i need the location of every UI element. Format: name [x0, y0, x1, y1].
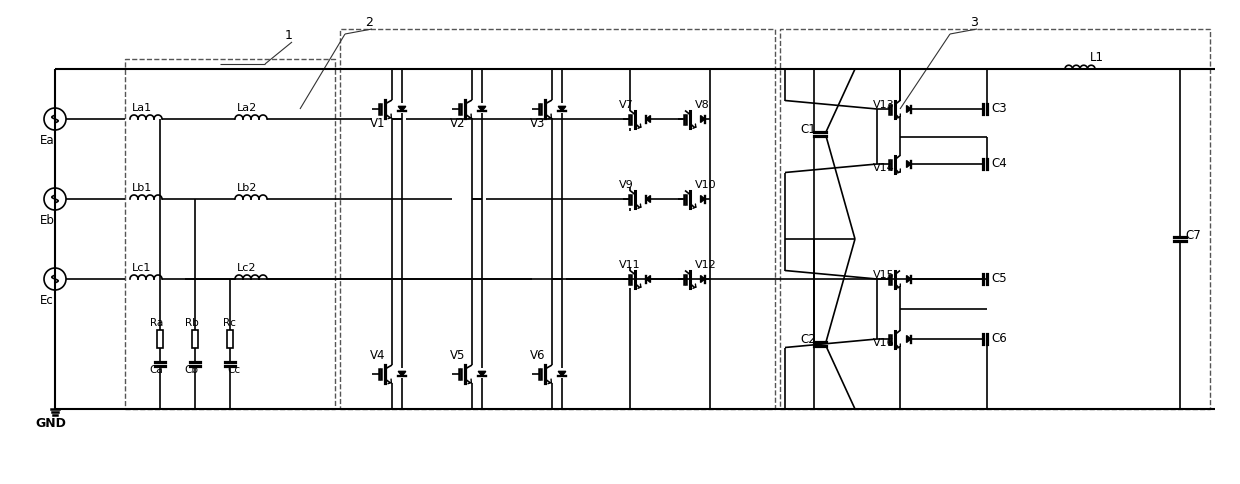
Text: V7: V7	[619, 100, 634, 110]
Text: Lc1: Lc1	[131, 263, 151, 273]
Text: L1: L1	[1090, 51, 1104, 64]
Polygon shape	[479, 371, 486, 376]
Polygon shape	[558, 371, 565, 376]
Polygon shape	[479, 106, 486, 111]
Text: GND: GND	[35, 417, 66, 430]
Text: Lc2: Lc2	[237, 263, 257, 273]
Polygon shape	[701, 116, 704, 122]
Text: Eb: Eb	[40, 214, 55, 227]
Polygon shape	[906, 335, 911, 343]
Text: V13: V13	[873, 100, 894, 110]
Text: Ca: Ca	[149, 365, 162, 375]
Text: V1: V1	[370, 117, 386, 130]
Text: Lb2: Lb2	[237, 183, 258, 193]
Bar	[780, 29, 1210, 409]
Text: V11: V11	[619, 260, 641, 270]
Text: V4: V4	[370, 349, 386, 362]
Text: C7: C7	[1185, 229, 1200, 242]
Text: C3: C3	[991, 102, 1007, 115]
Text: Ra: Ra	[150, 318, 164, 328]
Text: C4: C4	[991, 157, 1007, 170]
Polygon shape	[646, 275, 651, 283]
Bar	[192, 330, 198, 348]
Text: V6: V6	[529, 349, 546, 362]
Text: Ea: Ea	[40, 134, 55, 147]
Text: V10: V10	[694, 180, 717, 190]
Text: Ec: Ec	[40, 294, 53, 307]
Polygon shape	[701, 275, 704, 283]
Text: C6: C6	[991, 332, 1007, 345]
Text: La1: La1	[131, 103, 153, 113]
Text: Cc: Cc	[227, 365, 241, 375]
Text: V3: V3	[529, 117, 546, 130]
Text: V16: V16	[873, 338, 894, 348]
Text: V15: V15	[873, 270, 894, 280]
Polygon shape	[646, 116, 651, 122]
Text: La2: La2	[237, 103, 257, 113]
Bar	[157, 330, 162, 348]
Text: V12: V12	[694, 260, 717, 270]
Text: V8: V8	[694, 100, 709, 110]
Text: C5: C5	[991, 272, 1007, 285]
Text: 2: 2	[365, 16, 373, 29]
Polygon shape	[398, 106, 405, 111]
Text: V2: V2	[450, 117, 465, 130]
Text: 1: 1	[285, 29, 293, 42]
Polygon shape	[906, 106, 911, 112]
Text: Cb: Cb	[184, 365, 198, 375]
Text: C2: C2	[800, 333, 816, 346]
Bar	[340, 29, 775, 409]
Text: V5: V5	[450, 349, 465, 362]
Text: V9: V9	[619, 180, 634, 190]
Polygon shape	[906, 275, 911, 283]
Polygon shape	[701, 196, 704, 202]
Text: C1: C1	[800, 123, 816, 136]
Text: Lb1: Lb1	[131, 183, 153, 193]
Polygon shape	[558, 106, 565, 111]
Polygon shape	[646, 196, 651, 202]
Text: Rb: Rb	[185, 318, 198, 328]
Bar	[125, 59, 335, 409]
Polygon shape	[906, 161, 911, 167]
Polygon shape	[398, 371, 405, 376]
Text: Rc: Rc	[223, 318, 236, 328]
Bar	[227, 330, 233, 348]
Text: V14: V14	[873, 163, 895, 173]
Text: 3: 3	[970, 16, 978, 29]
